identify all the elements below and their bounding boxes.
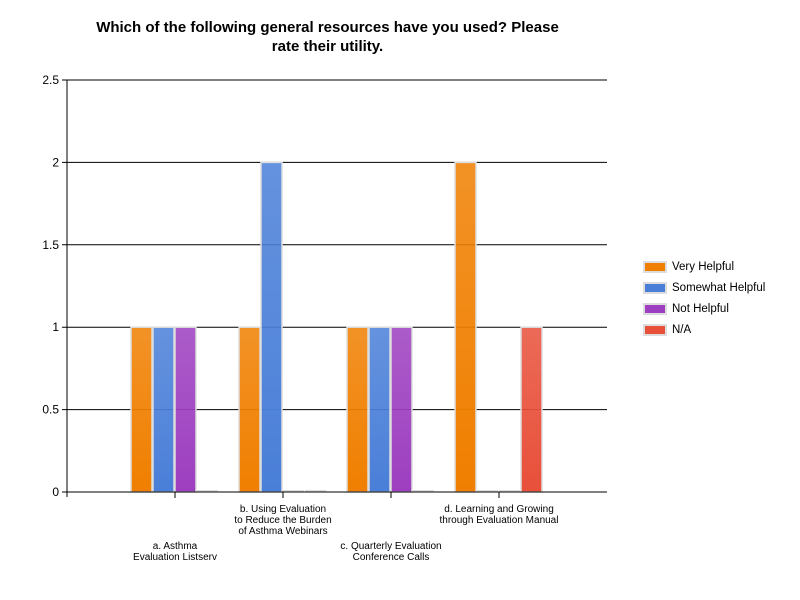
chart-title: Which of the following general resources…	[40, 18, 615, 56]
bar-somewhat-helpful	[152, 326, 175, 493]
chart-title-line: rate their utility.	[271, 38, 384, 55]
bar-not-helpful	[174, 326, 197, 493]
legend-label: Not Helpful	[672, 302, 729, 315]
y-tick-label: 1	[52, 320, 59, 334]
legend-item: Very Helpful	[643, 256, 765, 277]
bar-zero-n-a	[197, 490, 218, 492]
legend-swatch	[643, 281, 667, 294]
x-category-label: b. Using Evaluation	[240, 504, 326, 515]
x-category-label: Conference Calls	[353, 552, 430, 563]
bar-zero-n-a	[413, 490, 434, 492]
y-tick-label: 0	[52, 485, 59, 499]
bar-n-a	[520, 326, 543, 493]
legend-swatch	[643, 302, 667, 315]
bar-very-helpful	[238, 326, 261, 493]
legend-swatch	[643, 260, 667, 273]
legend-swatch	[643, 323, 667, 336]
x-category-label: Evaluation Listserv	[133, 552, 217, 563]
y-tick-label: 2.5	[42, 73, 59, 87]
x-category-label: d. Learning and Growing	[444, 504, 554, 515]
chart-title-line: Which of the following general resources…	[96, 19, 559, 36]
x-category-label: through Evaluation Manual	[440, 515, 559, 526]
x-category-label: a. Asthma	[153, 541, 198, 552]
x-category-label: to Reduce the Burden	[234, 515, 331, 526]
bar-very-helpful	[454, 161, 477, 493]
y-tick-label: 1.5	[42, 238, 59, 252]
legend-item: Somewhat Helpful	[643, 277, 765, 298]
legend-label: N/A	[672, 323, 692, 336]
legend-item: Not Helpful	[643, 298, 765, 319]
y-tick-label: 0.5	[42, 403, 59, 417]
legend-item: N/A	[643, 319, 765, 340]
y-tick-label: 2	[52, 155, 59, 169]
bar-very-helpful	[130, 326, 153, 493]
x-category-label: of Asthma Webinars	[238, 526, 327, 537]
legend-label: Very Helpful	[672, 260, 735, 273]
legend-label: Somewhat Helpful	[672, 281, 766, 294]
legend: Very Helpful Somewhat Helpful Not Helpful N…	[643, 256, 765, 340]
bar-zero-not-helpful	[499, 490, 520, 492]
x-category-label: c. Quarterly Evaluation	[340, 541, 441, 552]
bar-zero-somewhat-helpful	[477, 490, 498, 492]
bar-zero-n-a	[305, 490, 326, 492]
bar-somewhat-helpful	[368, 326, 391, 493]
bar-zero-not-helpful	[283, 490, 304, 492]
bar-somewhat-helpful	[260, 161, 283, 493]
bar-very-helpful	[346, 326, 369, 493]
bar-not-helpful	[390, 326, 413, 493]
